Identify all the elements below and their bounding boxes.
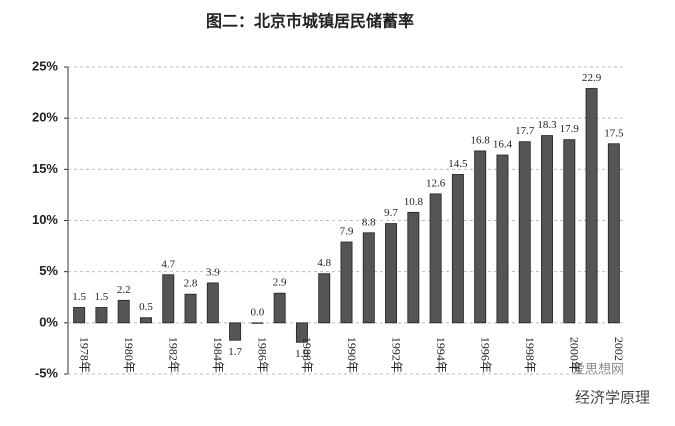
bar [362, 232, 375, 324]
value-label: 1.7 [228, 346, 242, 358]
x-tick-label: 1978年 [77, 337, 91, 373]
x-tick-label: 2002 [612, 337, 626, 361]
y-tick-label: 10% [32, 212, 58, 227]
y-tick-label: 0% [39, 314, 58, 329]
watermark: 经济学原理 [575, 389, 650, 407]
x-tick-label: 1980年 [122, 337, 136, 373]
bar [429, 193, 442, 324]
value-label: 2.8 [184, 278, 198, 290]
bar [229, 322, 242, 341]
value-label: 1.5 [72, 291, 86, 303]
value-label: 17.7 [515, 125, 535, 137]
x-tick-label: 1982年 [167, 337, 181, 373]
bar [518, 141, 531, 324]
bar [407, 211, 420, 324]
value-label: 1.5 [95, 291, 109, 303]
bar [117, 299, 130, 324]
bar [95, 307, 108, 324]
bar [318, 273, 331, 324]
value-label: 14.5 [448, 158, 468, 170]
x-tick-label: 1986年 [256, 337, 270, 373]
bar [607, 143, 620, 324]
value-label: 2.9 [273, 277, 287, 289]
bar [563, 139, 576, 324]
bar [474, 150, 487, 324]
x-tick-label: 1994年 [434, 337, 448, 373]
bar [295, 322, 308, 343]
x-tick-label: 1998年 [523, 337, 537, 373]
value-label: 2.2 [117, 284, 131, 296]
value-label: 0.5 [139, 301, 153, 313]
value-label: 22.9 [582, 72, 602, 84]
value-label: 12.6 [426, 177, 446, 189]
x-tick-label: 2000年 [568, 337, 582, 373]
value-label: 1.9 [295, 348, 309, 360]
bar [385, 223, 398, 324]
value-label: 16.4 [493, 139, 513, 151]
bar [496, 154, 509, 324]
y-tick-label: 15% [32, 161, 58, 176]
bar [251, 322, 264, 324]
x-tick-label: 1990年 [345, 337, 359, 373]
bar [340, 241, 353, 324]
value-label: 10.8 [404, 196, 424, 208]
value-label: 9.7 [384, 207, 398, 219]
bar [451, 174, 464, 324]
value-label: 7.9 [340, 226, 354, 238]
x-tick-label: 1988年 [300, 337, 314, 373]
x-tick-label: 1996年 [478, 337, 492, 373]
value-label: 0.0 [251, 306, 265, 318]
chart-title: 图二：北京市城镇居民储蓄率 [206, 12, 414, 31]
value-label: 4.8 [317, 257, 331, 269]
value-label: 8.8 [362, 216, 376, 228]
bar [140, 317, 152, 324]
value-label: 18.3 [537, 119, 557, 131]
bar [162, 274, 175, 324]
bar [184, 293, 197, 324]
y-tick-label: 20% [32, 110, 58, 125]
bar [541, 135, 553, 324]
bar [73, 307, 86, 324]
x-tick-label: 1984年 [211, 337, 225, 373]
value-label: 17.9 [560, 123, 580, 135]
value-label: 3.9 [206, 266, 220, 278]
value-label: 4.7 [161, 258, 175, 270]
bar [273, 292, 286, 324]
bar [585, 88, 598, 324]
value-label: 16.8 [471, 134, 491, 146]
y-tick-label: 25% [32, 58, 58, 73]
bar [206, 282, 219, 324]
value-label: 17.5 [604, 127, 624, 139]
y-tick-label: -5% [35, 365, 59, 380]
x-tick-label: 1992年 [389, 337, 403, 373]
y-tick-label: 5% [39, 263, 58, 278]
